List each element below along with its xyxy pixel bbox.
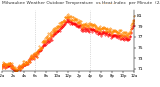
Text: · · · · ·: · · · · ·: [99, 1, 115, 6]
Text: Milwaukee Weather Outdoor Temperature  vs Heat Index  per Minute  (24 Hours): Milwaukee Weather Outdoor Temperature vs…: [2, 1, 160, 5]
